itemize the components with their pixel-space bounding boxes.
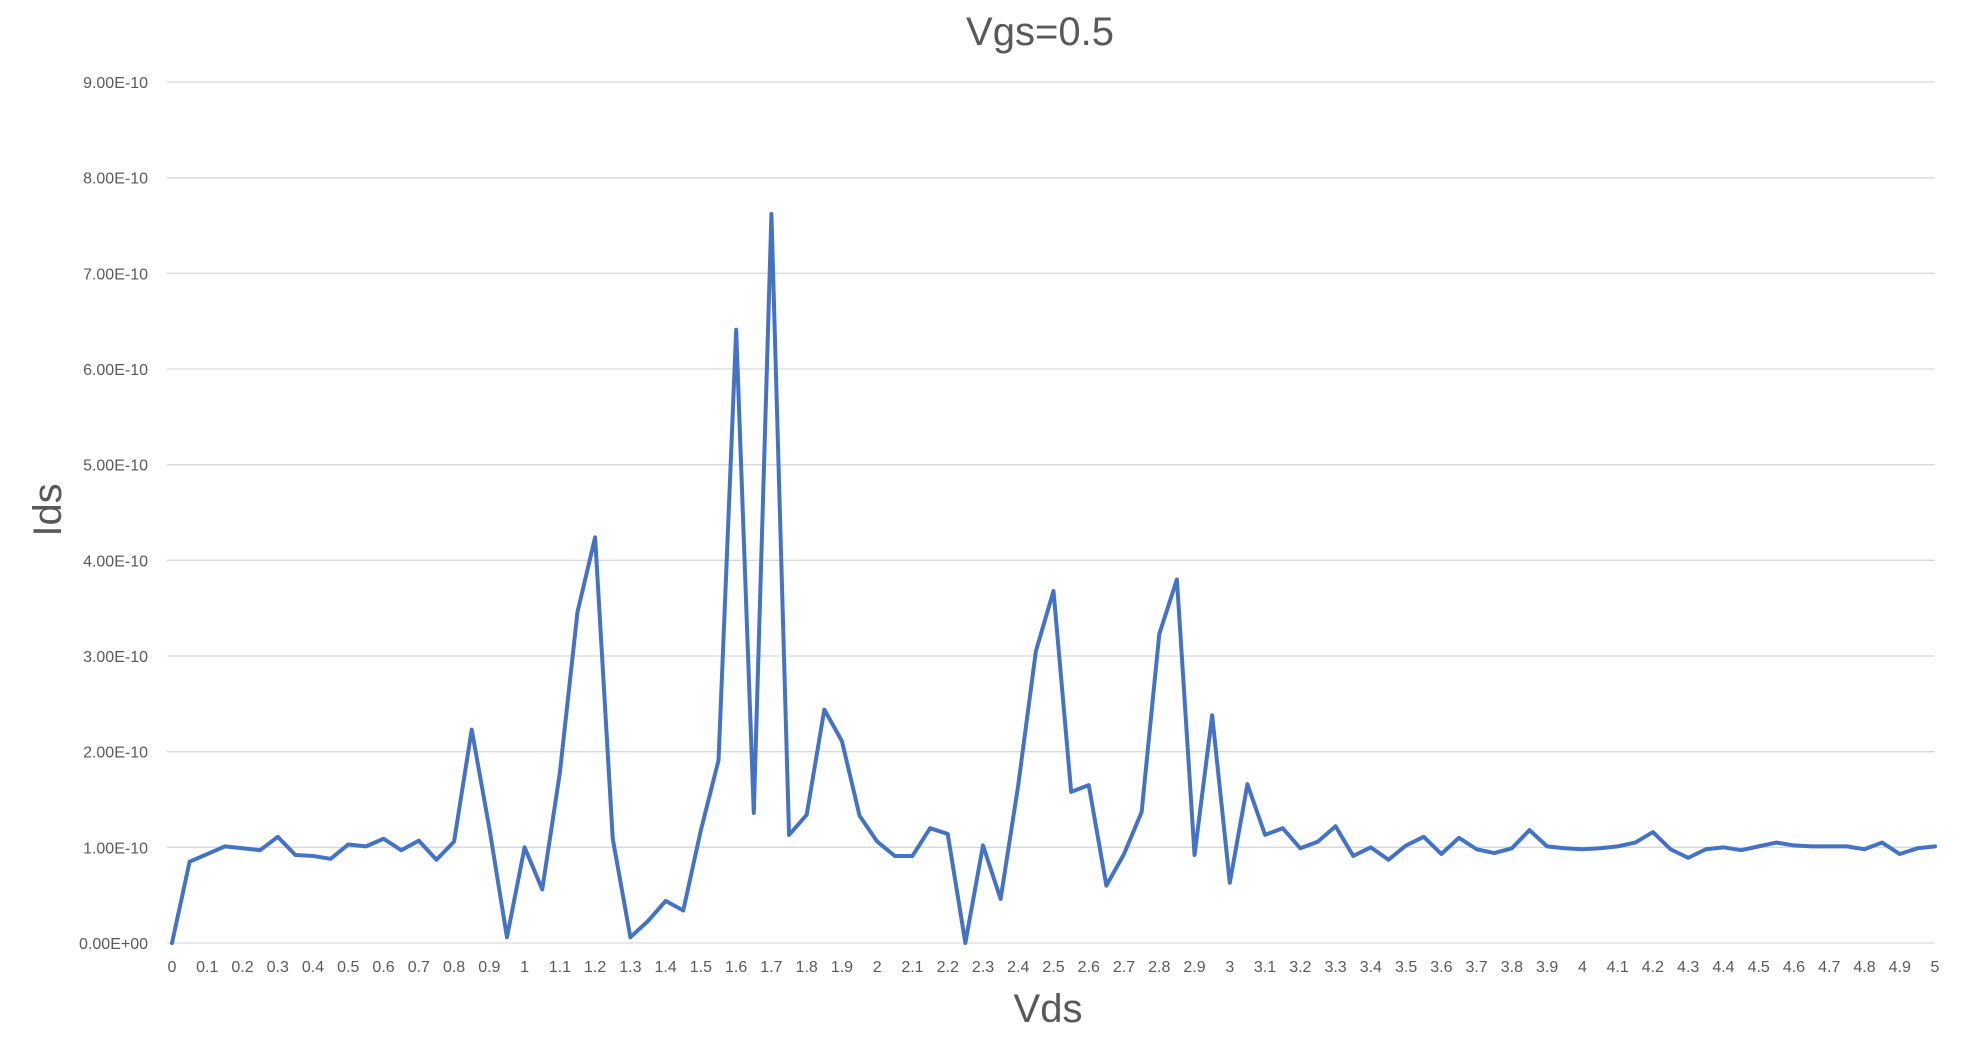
x-tick-label: 1.9 bbox=[831, 959, 853, 976]
x-axis-ticks: 0 0.1 0.2 0.3 0.4 0.5 0.6 0.7 0.8 0.9 1 1.1 1.2 1.3 1.… bbox=[168, 959, 1940, 976]
x-tick-label: 1 bbox=[520, 959, 529, 976]
series-line bbox=[170, 212, 1937, 945]
x-tick-label: 4.6 bbox=[1783, 959, 1805, 976]
y-tick-label: 7.00E-10 bbox=[83, 266, 148, 283]
x-tick-label: 4.2 bbox=[1642, 959, 1664, 976]
x-tick-label: 2.1 bbox=[901, 959, 923, 976]
x-tick-label: 3 bbox=[1225, 959, 1234, 976]
x-tick-label: 1.1 bbox=[549, 959, 571, 976]
x-tick-label: 0.6 bbox=[372, 959, 394, 976]
x-tick-label: 2.3 bbox=[972, 959, 994, 976]
y-tick-label: 3.00E-10 bbox=[83, 649, 148, 666]
x-tick-label: 4.5 bbox=[1748, 959, 1770, 976]
x-tick-label: 4.8 bbox=[1853, 959, 1875, 976]
y-tick-label: 8.00E-10 bbox=[83, 171, 148, 188]
y-axis-ticks: 0.00E+00 1.00E-10 2.00E-10 3.00E-10 4.00E-10… bbox=[79, 75, 148, 953]
x-tick-label: 0.3 bbox=[267, 959, 289, 976]
x-tick-label: 1.7 bbox=[760, 959, 782, 976]
x-tick-label: 3.3 bbox=[1324, 959, 1346, 976]
x-tick-label: 5 bbox=[1931, 959, 1940, 976]
x-tick-label: 4.9 bbox=[1889, 959, 1911, 976]
y-tick-label: 6.00E-10 bbox=[83, 362, 148, 379]
x-tick-label: 4.1 bbox=[1607, 959, 1629, 976]
x-tick-label: 3.8 bbox=[1501, 959, 1523, 976]
x-tick-label: 4.4 bbox=[1712, 959, 1734, 976]
y-tick-label: 4.00E-10 bbox=[83, 553, 148, 570]
x-tick-label: 3.2 bbox=[1289, 959, 1311, 976]
x-tick-label: 0.5 bbox=[337, 959, 359, 976]
x-tick-label: 2 bbox=[873, 959, 882, 976]
x-tick-label: 3.6 bbox=[1430, 959, 1452, 976]
x-tick-label: 4 bbox=[1578, 959, 1587, 976]
y-axis-label: Ids bbox=[26, 483, 70, 536]
x-tick-label: 2.9 bbox=[1183, 959, 1205, 976]
x-tick-label: 0.1 bbox=[196, 959, 218, 976]
x-axis-label: Vds bbox=[1014, 987, 1083, 1031]
x-tick-label: 2.7 bbox=[1113, 959, 1135, 976]
x-tick-label: 2.6 bbox=[1078, 959, 1100, 976]
x-tick-label: 1.4 bbox=[655, 959, 677, 976]
x-tick-label: 0.7 bbox=[408, 959, 430, 976]
x-tick-label: 4.7 bbox=[1818, 959, 1840, 976]
x-tick-label: 1.6 bbox=[725, 959, 747, 976]
y-tick-label: 5.00E-10 bbox=[83, 458, 148, 475]
data-points bbox=[171, 214, 1936, 944]
x-tick-label: 3.7 bbox=[1465, 959, 1487, 976]
x-tick-label: 1.2 bbox=[584, 959, 606, 976]
y-tick-label: 1.00E-10 bbox=[83, 840, 148, 857]
gridlines bbox=[167, 81, 1935, 944]
x-tick-label: 2.4 bbox=[1007, 959, 1029, 976]
x-tick-label: 2.5 bbox=[1042, 959, 1064, 976]
x-tick-label: 0.8 bbox=[443, 959, 465, 976]
x-tick-label: 0.9 bbox=[478, 959, 500, 976]
x-tick-label: 1.3 bbox=[619, 959, 641, 976]
x-tick-label: 2.8 bbox=[1148, 959, 1170, 976]
x-tick-label: 3.1 bbox=[1254, 959, 1276, 976]
y-tick-label: 9.00E-10 bbox=[83, 75, 148, 92]
x-tick-label: 1.8 bbox=[796, 959, 818, 976]
y-tick-label: 2.00E-10 bbox=[83, 745, 148, 762]
x-tick-label: 3.5 bbox=[1395, 959, 1417, 976]
x-tick-label: 0.2 bbox=[231, 959, 253, 976]
x-tick-label: 0.4 bbox=[302, 959, 324, 976]
x-tick-label: 4.3 bbox=[1677, 959, 1699, 976]
chart-title: Vgs=0.5 bbox=[966, 10, 1114, 54]
x-tick-label: 1.5 bbox=[690, 959, 712, 976]
x-tick-label: 3.9 bbox=[1536, 959, 1558, 976]
x-tick-label: 0 bbox=[168, 959, 177, 976]
y-tick-label: 0.00E+00 bbox=[79, 936, 148, 953]
x-tick-label: 2.2 bbox=[937, 959, 959, 976]
x-tick-label: 3.4 bbox=[1360, 959, 1382, 976]
